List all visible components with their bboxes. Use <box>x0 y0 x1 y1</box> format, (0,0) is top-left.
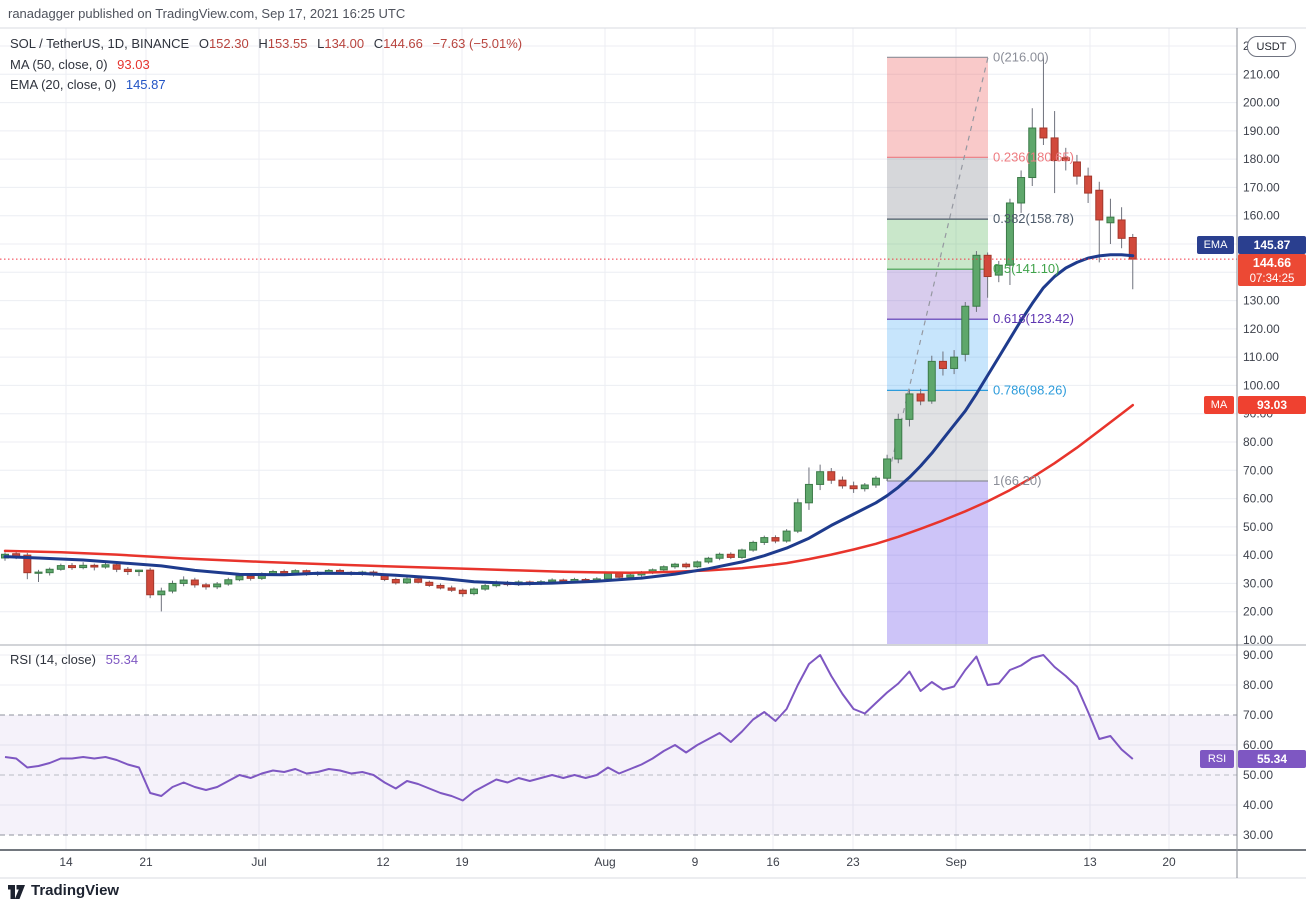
svg-text:0(216.00): 0(216.00) <box>993 49 1049 64</box>
ema20-line <box>3 253 1135 586</box>
svg-text:60.00: 60.00 <box>1243 738 1273 752</box>
rsi-legend-label: RSI (14, close) <box>10 652 96 667</box>
svg-text:130.00: 130.00 <box>1243 294 1280 308</box>
svg-text:80.00: 80.00 <box>1243 678 1273 692</box>
svg-text:21: 21 <box>139 855 153 869</box>
svg-text:Jul: Jul <box>251 855 266 869</box>
rsi-axis-tag: RSI <box>1200 750 1234 768</box>
svg-text:0.236(180.65): 0.236(180.65) <box>993 149 1074 164</box>
ma-legend: MA (50, close, 0) 93.03 <box>10 57 150 72</box>
svg-text:110.00: 110.00 <box>1243 350 1279 364</box>
ma-axis-value-badge: 93.03 <box>1238 396 1306 414</box>
svg-text:12: 12 <box>376 855 390 869</box>
svg-text:200.00: 200.00 <box>1243 96 1280 110</box>
svg-text:16: 16 <box>766 855 780 869</box>
ema-legend: EMA (20, close, 0) 145.87 <box>10 77 166 92</box>
svg-text:1(66.20): 1(66.20) <box>993 473 1041 488</box>
ohlc-high-label: H <box>258 36 268 51</box>
rsi-axis-value-badge: 55.34 <box>1238 750 1306 768</box>
ema-legend-label: EMA (20, close, 0) <box>10 77 117 92</box>
svg-text:70.00: 70.00 <box>1243 463 1273 477</box>
svg-text:190.00: 190.00 <box>1243 124 1280 138</box>
svg-text:90.00: 90.00 <box>1243 648 1273 662</box>
svg-text:60.00: 60.00 <box>1243 492 1273 506</box>
svg-text:40.00: 40.00 <box>1243 548 1273 562</box>
svg-text:100.00: 100.00 <box>1243 378 1280 392</box>
symbol-legend: SOL / TetherUS, 1D, BINANCE O152.30 H153… <box>10 36 522 51</box>
svg-text:40.00: 40.00 <box>1243 798 1273 812</box>
ma-axis-tag: MA <box>1204 396 1234 414</box>
bar-countdown-timer: 07:34:25 <box>1249 272 1295 285</box>
last-price-value: 144.66 <box>1252 256 1292 270</box>
change-value: −7.63 (−5.01%) <box>432 36 523 51</box>
svg-text:23: 23 <box>846 855 860 869</box>
tradingview-logo-icon <box>8 885 25 899</box>
attribution-text: ranadagger published on TradingView.com,… <box>8 6 406 21</box>
tradingview-footer[interactable]: TradingView <box>8 882 119 899</box>
symbol-title: SOL / TetherUS, 1D, BINANCE <box>10 36 190 51</box>
tradingview-brand-text: TradingView <box>31 882 120 899</box>
ema-legend-value: 145.87 <box>125 77 166 92</box>
svg-text:0.618(123.42): 0.618(123.42) <box>993 311 1074 326</box>
fib-retracement <box>886 56 989 644</box>
rsi-pane <box>0 654 1237 836</box>
svg-text:Aug: Aug <box>594 855 615 869</box>
pane-borders <box>0 27 1306 879</box>
ohlc-close-value: 144.66 <box>383 36 423 51</box>
grid-lines <box>0 28 1237 850</box>
svg-text:180.00: 180.00 <box>1243 152 1280 166</box>
price-axis-labels: 10.00 20.00 30.00 40.00 50.00 60.00 70.00 80.00… <box>1243 39 1280 647</box>
ohlc-high-value: 153.55 <box>267 36 308 51</box>
ohlc-open-label: O <box>198 36 209 51</box>
currency-toggle-button[interactable]: USDT <box>1247 36 1296 57</box>
svg-text:0.382(158.78): 0.382(158.78) <box>993 211 1074 226</box>
svg-text:Sep: Sep <box>945 855 967 869</box>
svg-text:0.5(141.10): 0.5(141.10) <box>993 261 1060 276</box>
ohlc-low-value: 134.00 <box>324 36 365 51</box>
ma50-line <box>3 403 1135 574</box>
fib-labels: 0(216.00) 0.236(180.65) 0.382(158.78) 0.5(1… <box>993 49 1074 488</box>
svg-text:10.00: 10.00 <box>1243 633 1273 647</box>
svg-text:170.00: 170.00 <box>1243 180 1280 194</box>
svg-text:20: 20 <box>1162 855 1176 869</box>
svg-text:210.00: 210.00 <box>1243 67 1280 81</box>
ema-axis-tag: EMA <box>1197 236 1234 254</box>
svg-text:80.00: 80.00 <box>1243 435 1273 449</box>
ohlc-low-label: L <box>317 36 325 51</box>
rsi-legend: RSI (14, close) 55.34 <box>10 652 138 667</box>
svg-text:19: 19 <box>455 855 469 869</box>
svg-text:0.786(98.26): 0.786(98.26) <box>993 382 1067 397</box>
svg-text:120.00: 120.00 <box>1243 322 1280 336</box>
svg-text:30.00: 30.00 <box>1243 576 1273 590</box>
svg-text:20.00: 20.00 <box>1243 605 1273 619</box>
svg-text:9: 9 <box>692 855 699 869</box>
rsi-legend-value: 55.34 <box>105 652 139 667</box>
ohlc-close-label: C <box>373 36 384 51</box>
svg-text:13: 13 <box>1083 855 1097 869</box>
time-axis-labels: 14 21 Jul 12 19 Aug 9 16 23 Sep 13 20 <box>59 855 1176 869</box>
svg-text:50.00: 50.00 <box>1243 520 1273 534</box>
ema-axis-value-badge: 145.87 <box>1238 236 1306 254</box>
rsi-axis-labels: 90.00 80.00 70.00 60.00 50.00 40.00 30.00 <box>1243 648 1273 842</box>
svg-text:30.00: 30.00 <box>1243 828 1273 842</box>
last-price-badge: 144.66 07:34:25 <box>1238 254 1306 286</box>
ohlc-open-value: 152.30 <box>208 36 249 51</box>
ma-legend-value: 93.03 <box>117 57 150 72</box>
svg-text:50.00: 50.00 <box>1243 768 1273 782</box>
svg-text:70.00: 70.00 <box>1243 708 1273 722</box>
ma-legend-label: MA (50, close, 0) <box>10 57 108 72</box>
svg-text:160.00: 160.00 <box>1243 209 1280 223</box>
svg-text:14: 14 <box>59 855 73 869</box>
